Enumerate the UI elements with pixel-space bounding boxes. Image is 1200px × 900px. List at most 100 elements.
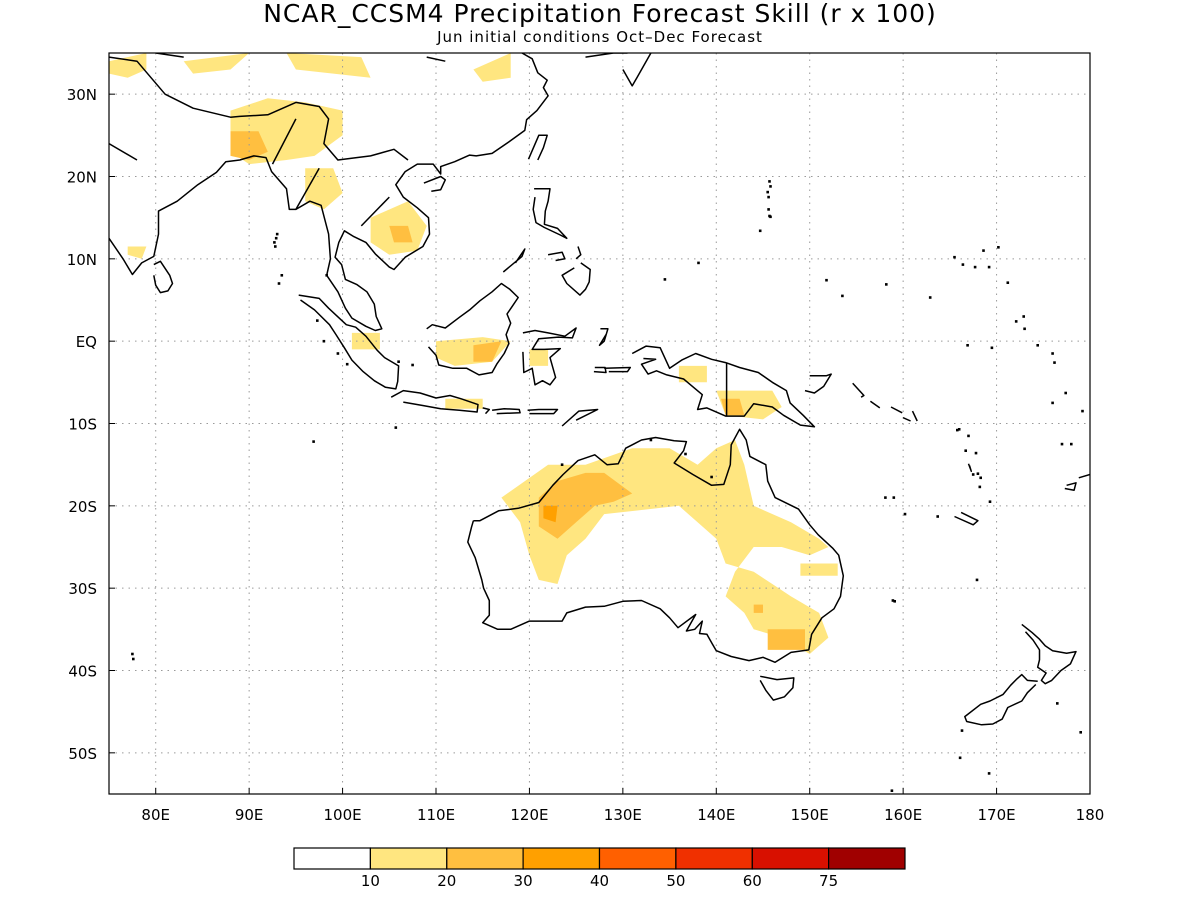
coastline — [1064, 482, 1077, 491]
small-island — [841, 294, 844, 298]
small-island — [312, 440, 315, 443]
small-island — [766, 190, 769, 194]
skill-region-level-1 — [473, 53, 511, 82]
small-island — [966, 344, 969, 347]
coastline — [1021, 623, 1077, 685]
skill-region-level-1 — [183, 53, 250, 74]
lat-tick-label: EQ — [76, 333, 97, 351]
small-island — [322, 339, 326, 343]
small-island — [411, 363, 414, 367]
small-island — [997, 246, 1000, 249]
lon-tick-label: 160E — [884, 806, 922, 824]
small-island — [274, 236, 278, 240]
colorbar-label: 40 — [590, 872, 609, 890]
small-island — [1036, 344, 1039, 347]
colorbar-swatch — [827, 847, 906, 870]
small-island — [758, 229, 762, 233]
coastline — [911, 410, 918, 422]
colorbar-swatch — [598, 847, 677, 870]
coastline — [902, 417, 911, 422]
skill-region-level-2 — [230, 131, 268, 160]
small-island — [132, 657, 135, 661]
map-subtitle: Jun initial conditions Oct–Dec Forecast — [437, 28, 763, 46]
colorbar-label: 50 — [666, 872, 685, 890]
skill-region-level-2 — [473, 341, 502, 362]
small-island — [397, 360, 400, 363]
coastline — [482, 407, 491, 415]
colorbar-label: 60 — [743, 872, 762, 890]
coastline — [598, 328, 609, 347]
coastline — [109, 56, 409, 161]
coastline — [547, 251, 566, 262]
small-island — [280, 274, 284, 277]
colorbar-swatch — [675, 847, 753, 870]
small-island — [974, 451, 978, 455]
small-island — [973, 265, 977, 269]
lat-tick-label: 30N — [67, 86, 97, 104]
coastline — [604, 366, 632, 373]
small-island — [958, 756, 962, 760]
lat-lon-gridlines — [109, 53, 1091, 794]
coastline — [527, 408, 559, 415]
small-island — [560, 463, 564, 466]
coastline — [532, 188, 568, 240]
colorbar-label: 75 — [819, 872, 838, 890]
small-island — [767, 195, 770, 199]
small-island — [769, 185, 772, 188]
lat-tick-label: 10N — [67, 251, 97, 269]
lon-tick-label: 100E — [324, 806, 362, 824]
small-island — [1081, 409, 1084, 413]
colorbar-legend: 10 20 30 40 50 60 75 — [293, 847, 906, 890]
colorbar-swatch — [751, 847, 830, 870]
small-island — [1064, 391, 1067, 395]
small-island — [697, 261, 700, 265]
lon-tick-label: 140E — [697, 806, 735, 824]
skill-shading-layer — [109, 53, 838, 654]
plot-frame — [108, 52, 1091, 795]
colorbar-label: 10 — [361, 872, 380, 890]
coastline — [890, 406, 903, 414]
lon-tick-label: 180 — [1076, 806, 1105, 824]
small-island — [884, 496, 887, 499]
skill-region-level-2 — [389, 225, 413, 243]
colorbar-label: 30 — [514, 872, 533, 890]
coastline — [423, 175, 447, 193]
small-island — [1051, 352, 1054, 355]
coastline — [561, 262, 591, 296]
coastline — [390, 389, 479, 413]
colorbar-swatch — [293, 847, 372, 870]
small-island — [891, 599, 895, 602]
skill-region-level-1 — [529, 349, 549, 366]
small-island — [960, 729, 964, 732]
colorbar-swatch — [522, 847, 601, 870]
coastline — [271, 118, 297, 165]
coastline — [593, 366, 607, 374]
small-island — [903, 512, 907, 516]
lon-tick-label: 150E — [791, 806, 829, 824]
coastline — [631, 345, 816, 428]
lon-tick-label: 170E — [978, 806, 1016, 824]
coastline — [527, 134, 548, 161]
coastline — [426, 56, 446, 62]
small-island — [987, 772, 991, 775]
axis-tick-labels: 30N 20N 10N EQ 10S 20S 30S 40S 50S 80E 90E 100E 110E… — [67, 86, 1105, 824]
small-island — [710, 475, 713, 479]
skill-region-level-1 — [305, 168, 343, 210]
coastline — [426, 282, 519, 376]
lat-tick-label: 10S — [68, 416, 97, 434]
coastline — [561, 408, 599, 427]
lon-tick-label: 120E — [510, 806, 548, 824]
lat-tick-label: 40S — [68, 663, 97, 681]
small-island — [825, 278, 828, 282]
small-island — [893, 600, 896, 603]
small-island — [1006, 281, 1010, 284]
coastline — [1078, 473, 1090, 479]
small-island — [1014, 320, 1018, 323]
lat-tick-label: 20S — [68, 498, 97, 516]
small-island — [971, 473, 975, 476]
small-island — [663, 278, 667, 281]
small-island — [684, 452, 687, 456]
small-island — [953, 255, 956, 259]
coastline — [109, 142, 138, 161]
coastline — [298, 294, 400, 390]
